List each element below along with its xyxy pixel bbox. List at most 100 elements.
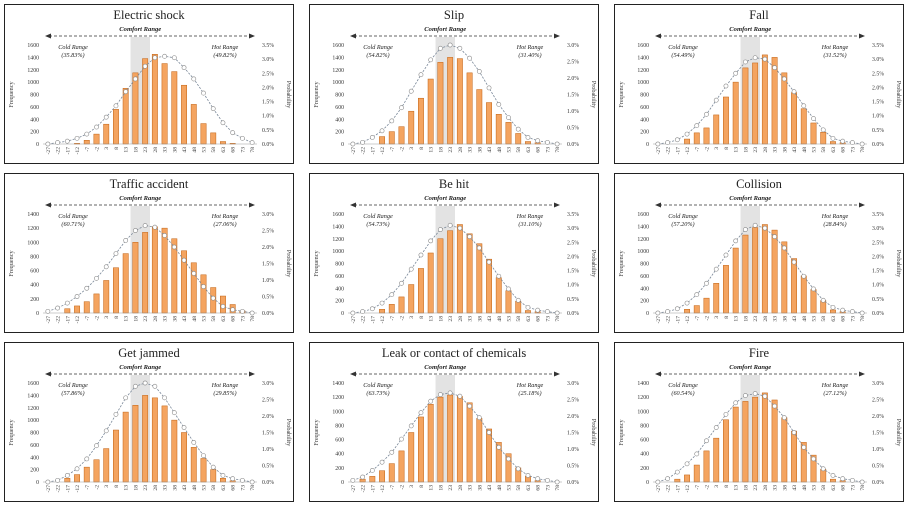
comfort-range-label: Comfort Range	[424, 195, 466, 202]
y-tick-label: 0	[36, 142, 39, 148]
histogram-bar	[122, 253, 129, 314]
x-tick-label: 58	[211, 147, 217, 153]
histogram-bar	[447, 394, 454, 483]
x-tick-label: 43	[487, 147, 493, 153]
x-tick-label: 53	[812, 147, 818, 153]
y-tick-label: 200	[640, 130, 649, 136]
x-tick-label: -2	[95, 147, 101, 152]
x-tick-label: 43	[182, 147, 188, 153]
x-tick-label: 63	[526, 485, 532, 491]
histogram-bar	[752, 396, 759, 483]
x-tick-label: 33	[163, 147, 169, 153]
histogram-bar	[142, 58, 149, 145]
x-tick-label: -7	[85, 316, 91, 321]
y2-tick-label: 2.5%	[262, 229, 274, 235]
y-tick-label: 1400	[332, 381, 344, 387]
probability-marker	[801, 103, 807, 109]
probability-line	[657, 57, 863, 145]
probability-marker	[476, 245, 482, 251]
x-tick-label: 28	[763, 485, 769, 491]
y-tick-label: 400	[335, 286, 344, 292]
x-tick-label: 53	[202, 147, 208, 153]
x-tick-label: 38	[477, 147, 483, 153]
y2-tick-label: 1.5%	[872, 100, 884, 106]
probability-marker	[181, 425, 187, 430]
x-tick-label: 3	[409, 147, 415, 150]
probability-marker	[142, 223, 148, 228]
probability-marker	[123, 395, 129, 401]
probability-marker	[496, 102, 502, 107]
chart-title: Collision	[736, 177, 782, 191]
y-tick-label: 1000	[332, 409, 344, 415]
probability-marker	[506, 115, 511, 120]
histogram-bar	[830, 141, 836, 145]
x-tick-label: 48	[192, 485, 198, 491]
x-tick-label: 73	[240, 485, 246, 491]
probability-marker	[240, 477, 245, 483]
cold-range-percent: (57.20%)	[671, 221, 694, 228]
x-tick-label: 33	[773, 485, 779, 491]
x-tick-label: 48	[192, 147, 198, 153]
y2-tick-label: 3.0%	[567, 381, 579, 387]
y2-tick-label: 1.0%	[567, 109, 579, 115]
x-tick-label: 38	[782, 316, 788, 322]
cold-range-percent: (57.86%)	[61, 390, 84, 397]
probability-marker	[457, 45, 463, 51]
comfort-range-label: Comfort Range	[119, 195, 161, 202]
y-tick-label: 600	[640, 274, 649, 280]
y2-tick-label: 1.0%	[262, 278, 274, 284]
y2-tick-label: 0.0%	[872, 142, 884, 148]
probability-marker	[457, 393, 463, 399]
probability-line	[352, 44, 558, 145]
probability-marker	[123, 238, 129, 243]
probability-marker	[142, 63, 148, 69]
y-tick-label: 200	[335, 299, 344, 305]
x-tick-label: -2	[705, 485, 711, 490]
y-tick-label: 1600	[27, 381, 39, 387]
x-tick-label: 38	[172, 316, 178, 322]
histogram-bar	[113, 429, 119, 483]
x-tick-label: 28	[458, 316, 464, 322]
x-tick-label: 38	[172, 147, 178, 153]
y2-tick-label: 1.5%	[872, 431, 884, 437]
arrow-head-right	[859, 33, 865, 39]
y-tick-label: 1200	[637, 395, 649, 401]
cold-range-label: Cold Range	[58, 213, 88, 220]
histogram-bar	[64, 308, 71, 314]
histogram-bar	[486, 102, 492, 145]
y-tick-label: 1600	[637, 212, 649, 218]
x-tick-label: -12	[380, 316, 386, 324]
y-tick-label: 0	[341, 311, 344, 317]
chart-svg: 0 200 400 600 800 1000 1200 1400 1600 0.0% 0.5% 1.0…	[313, 26, 597, 154]
x-tick-label: -7	[695, 147, 701, 152]
probability-marker	[220, 303, 226, 309]
x-tick-label: -22	[56, 147, 62, 155]
histogram-bar	[132, 72, 139, 145]
probability-marker	[191, 271, 197, 276]
probability-marker	[665, 476, 670, 482]
probability-marker	[84, 285, 90, 291]
probability-marker	[152, 224, 158, 230]
y2-tick-label: 2.0%	[872, 254, 884, 260]
cold-range-label: Cold Range	[668, 213, 698, 220]
x-tick-label: -27	[656, 316, 662, 324]
probability-marker	[350, 477, 356, 483]
probability-marker	[515, 126, 521, 132]
x-tick-label: 48	[497, 147, 503, 153]
histogram-bar	[771, 399, 778, 483]
cold-range-percent: (60.54%)	[671, 390, 694, 397]
histogram-bar	[761, 392, 768, 483]
probability-marker	[476, 69, 482, 74]
hot-range-percent: (29.85%)	[213, 390, 236, 397]
y2-tick-label: 3.5%	[872, 43, 884, 49]
cold-range-percent: (63.73%)	[366, 390, 389, 397]
y2-tick-label: 3.0%	[872, 57, 884, 63]
probability-marker	[191, 76, 197, 82]
histogram-bar	[83, 466, 90, 483]
probability-marker	[64, 472, 70, 478]
x-tick-label: 48	[497, 316, 503, 322]
y-tick-label: 400	[30, 283, 39, 289]
x-tick-label: 78	[860, 485, 866, 491]
x-tick-label: -22	[361, 485, 367, 493]
probability-marker	[694, 292, 700, 298]
